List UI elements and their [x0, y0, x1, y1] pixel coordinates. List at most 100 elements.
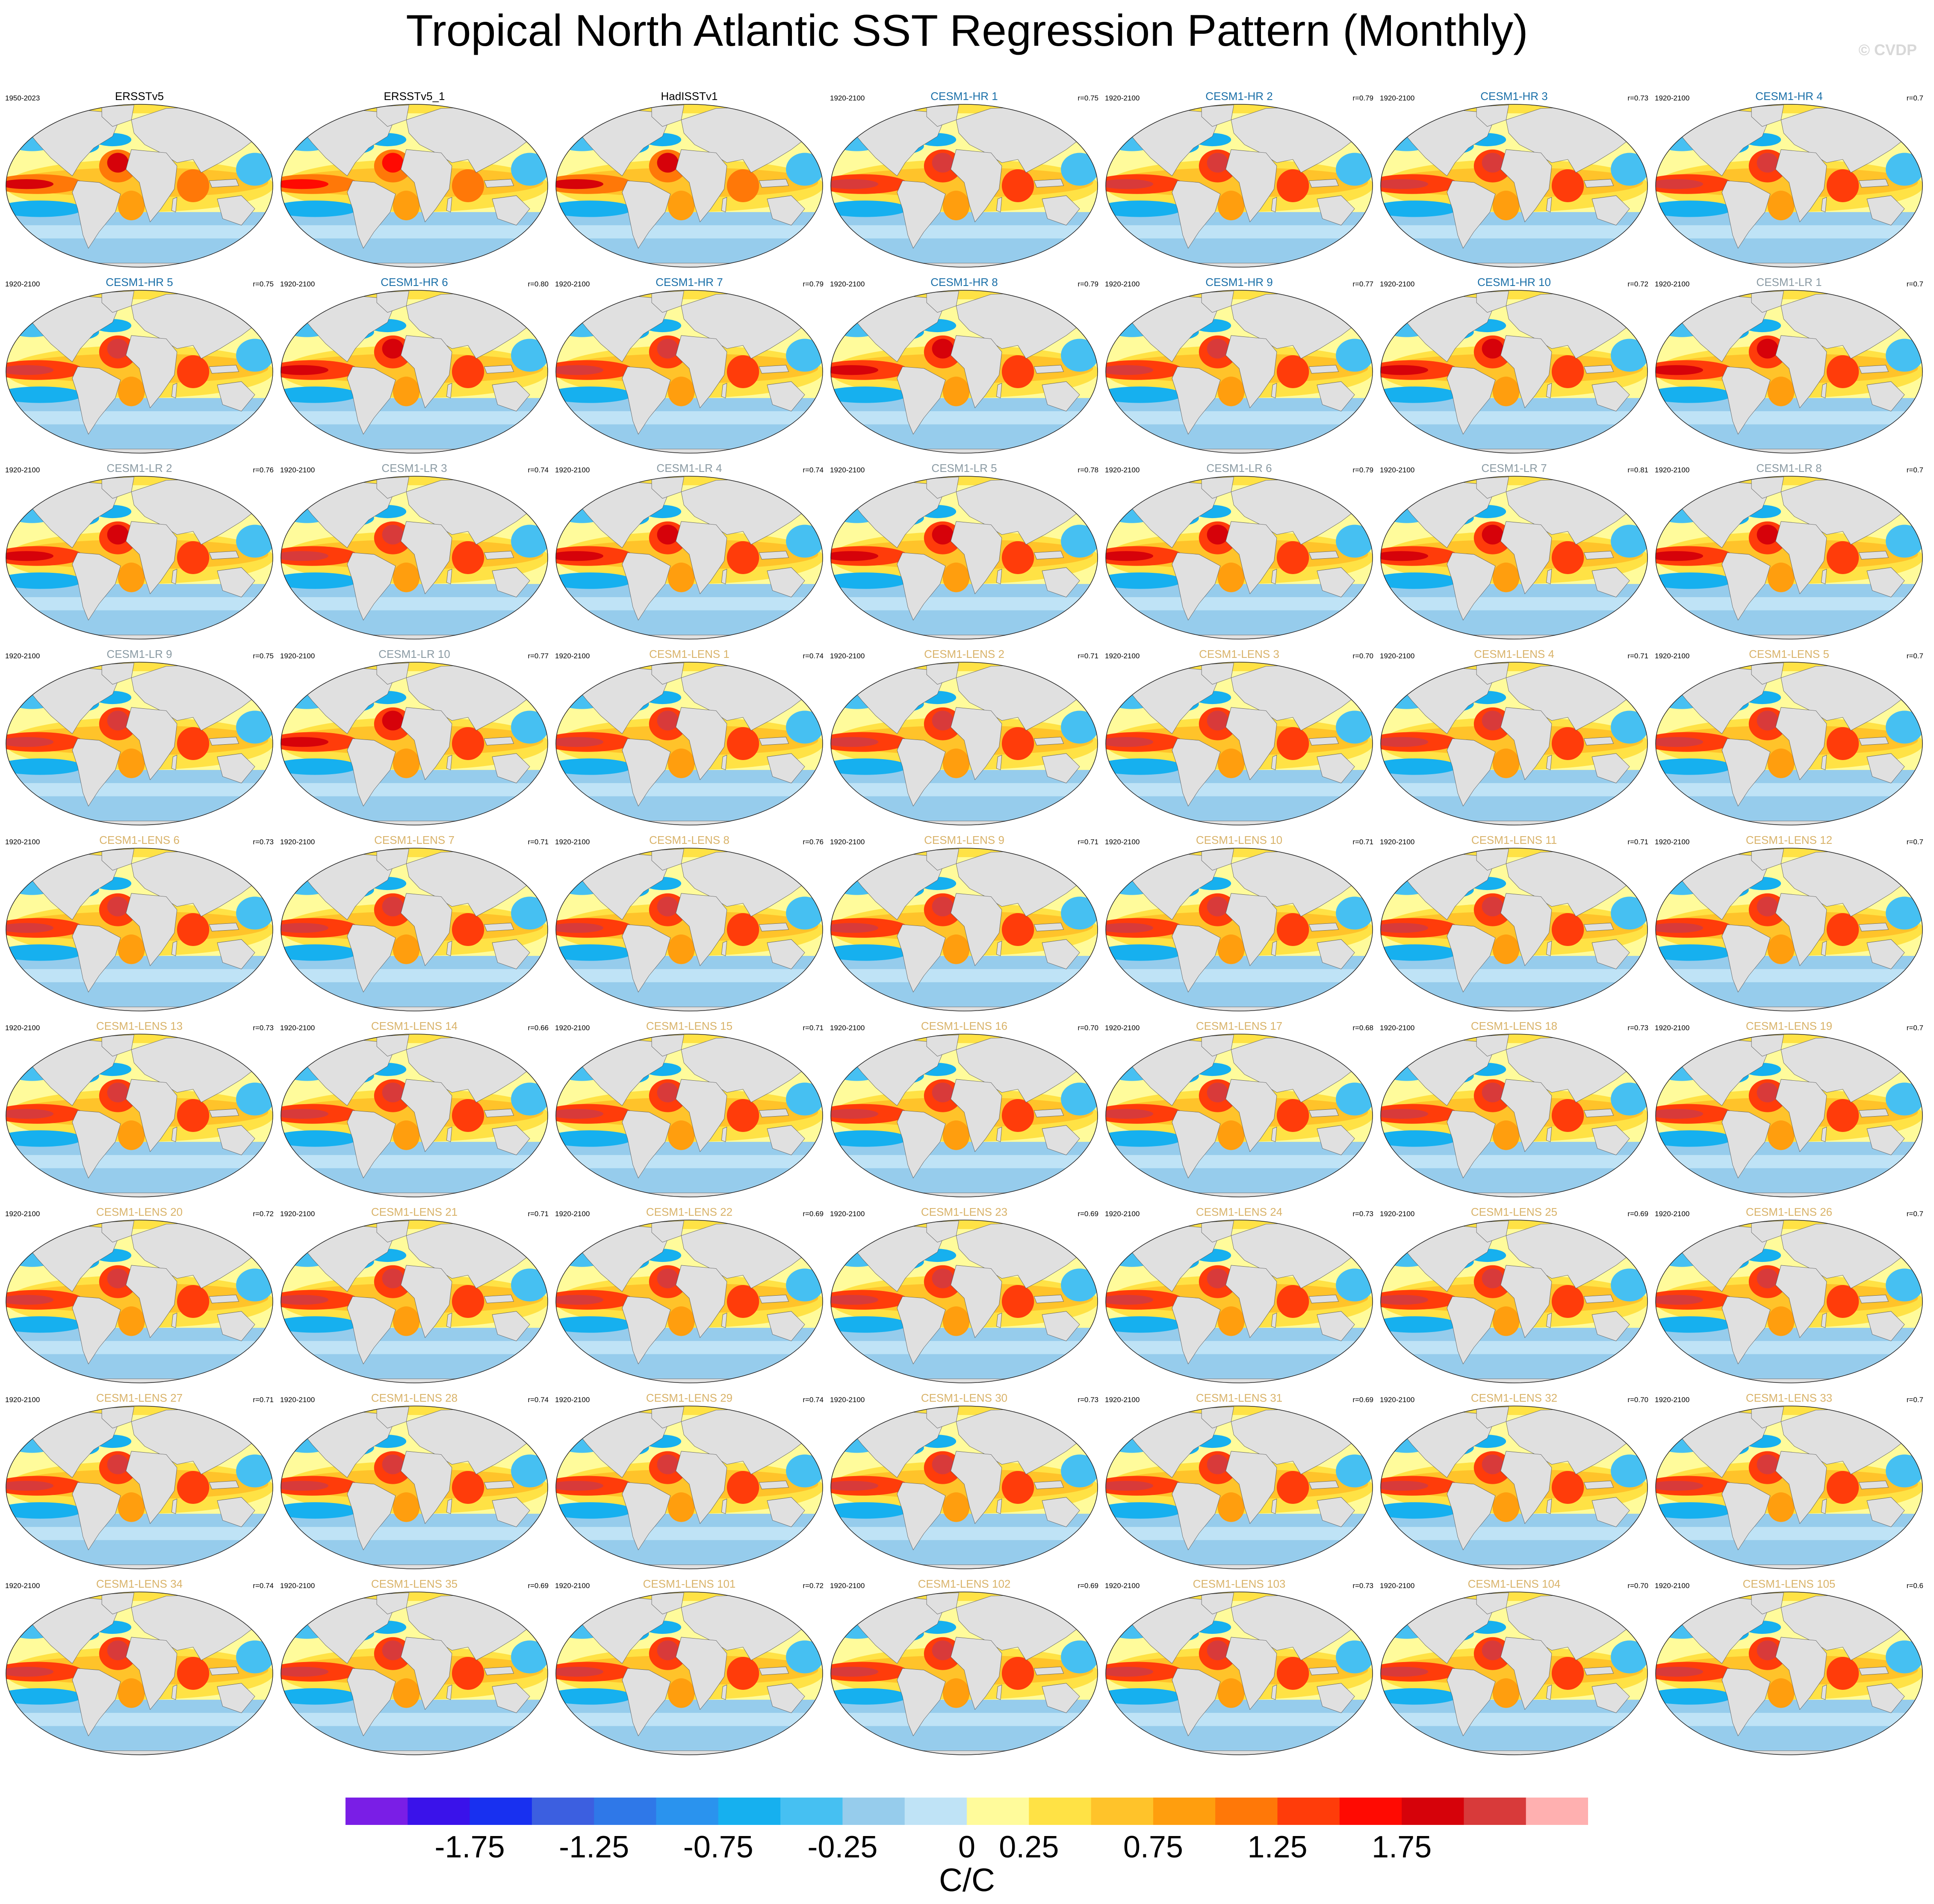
west-pacific-cool [1611, 710, 1648, 744]
land-madagascar [446, 755, 452, 770]
kuroshio-cool [799, 126, 816, 140]
west-pacific-cool [236, 525, 273, 558]
west-pacific-cool [1886, 1640, 1922, 1674]
map-frame [1380, 290, 1648, 454]
map-frame [1380, 1220, 1648, 1383]
land-greenland [101, 1035, 134, 1057]
indian-ocean-warm [1826, 169, 1859, 202]
panel-years: 1920-2100 [1655, 1396, 1690, 1404]
southern-ocean-band [6, 969, 273, 982]
land-madagascar [996, 1312, 1002, 1328]
south-pacific-cool [6, 1502, 83, 1519]
land-australia [492, 567, 530, 598]
tna-hot [1757, 1082, 1778, 1102]
west-pacific-cool [511, 339, 548, 372]
tna-hot [1757, 1640, 1778, 1660]
indian-ocean-warm [1551, 913, 1584, 946]
land-greenland [101, 477, 134, 499]
land-australia [1042, 195, 1080, 226]
west-pacific-cool [1886, 525, 1922, 558]
land-greenland [926, 105, 959, 127]
kuroshio-cool [1624, 1056, 1641, 1070]
arctic-band [1381, 1406, 1648, 1415]
south-atlantic-warm [1217, 191, 1245, 221]
panel-pattern-correlation: r=0.77 [1352, 280, 1373, 288]
sst-regression-map [1655, 1592, 1923, 1755]
south-pacific-cool [281, 1316, 358, 1333]
panel-title: CESM1-HR 1 [930, 90, 998, 103]
panel-title: CESM1-LENS 7 [374, 834, 455, 846]
kuroshio-cool [249, 870, 266, 884]
tna-hot [932, 710, 954, 731]
panel-pattern-correlation: r=0.79 [1352, 466, 1373, 474]
land-africa [1775, 707, 1827, 781]
indian-ocean-warm [1276, 1285, 1309, 1318]
land-southAmerica [1721, 1296, 1771, 1365]
land-australia [1042, 381, 1080, 412]
arctic-band [281, 476, 548, 486]
arctic-band [1106, 476, 1373, 486]
tna-hot [1482, 710, 1503, 731]
tna-hot [932, 1640, 954, 1660]
land-indonesia [759, 179, 789, 188]
land-australia [492, 1311, 530, 1341]
land-australia [767, 1125, 805, 1155]
colorbar-box-2 [407, 1798, 470, 1825]
map-panel-23: CESM1-LR 10 1920-2100 r=0.77 [280, 648, 549, 827]
land-australia [492, 1683, 530, 1713]
panel-pattern-correlation: r=0.69 [1078, 1582, 1098, 1590]
arctic-band [1106, 1406, 1373, 1415]
west-pacific-cool [1336, 896, 1373, 930]
panel-title: CESM1-LENS 24 [1196, 1205, 1283, 1218]
arctic-band [831, 848, 1098, 858]
panel-years: 1920-2100 [1105, 280, 1140, 288]
map-frame [555, 1406, 823, 1569]
indian-ocean-warm [177, 541, 210, 574]
tna-hot [382, 896, 404, 917]
land-madagascar [1546, 383, 1552, 398]
indian-ocean-warm [1001, 1471, 1034, 1504]
land-australia [1866, 195, 1905, 226]
south-pacific-cool [6, 1130, 83, 1147]
southern-ocean-band [1656, 1527, 1922, 1540]
west-pacific-cool [786, 896, 823, 930]
indian-ocean-warm [1001, 1657, 1034, 1690]
south-pacific-cool [1656, 944, 1733, 961]
east-pacific-hot [831, 179, 879, 189]
land-africa [1500, 1637, 1552, 1710]
arctic-band [1106, 1034, 1373, 1043]
panel-years: 1920-2100 [830, 1210, 865, 1218]
panel-years: 1920-2100 [830, 838, 865, 846]
south-pacific-cool [556, 1130, 633, 1147]
land-indonesia [209, 1294, 239, 1303]
west-pacific-cool [236, 1082, 273, 1116]
land-africa [951, 1265, 1002, 1338]
tna-hot [657, 1082, 679, 1102]
east-pacific-hot [831, 1109, 879, 1119]
west-pacific-cool [1061, 153, 1098, 186]
southern-ocean-band [556, 783, 823, 796]
east-pacific-hot [1656, 923, 1704, 933]
land-australia [767, 1683, 805, 1713]
west-pacific-cool [1886, 1082, 1922, 1116]
land-greenland [1201, 105, 1234, 127]
kuroshio-cool [799, 870, 816, 884]
colorbar-tick-8: 1.25 [1247, 1830, 1308, 1864]
colorbar-tick-6: 0.25 [999, 1830, 1059, 1864]
sst-regression-map [1655, 1220, 1923, 1383]
indian-ocean-warm [726, 355, 759, 388]
east-pacific-hot [6, 365, 54, 375]
land-madagascar [1546, 1498, 1552, 1514]
map-panel-55: CESM1-LENS 32 1920-2100 r=0.70 [1380, 1391, 1648, 1571]
panel-pattern-correlation: r=0.81 [1627, 466, 1648, 474]
panel-title: CESM1-LENS 11 [1471, 834, 1557, 846]
land-australia [1317, 567, 1355, 598]
tna-hot [382, 1454, 404, 1474]
southern-ocean-band [1656, 1712, 1922, 1726]
land-madagascar [721, 569, 727, 584]
land-madagascar [446, 383, 452, 398]
arctic-band [281, 1592, 548, 1601]
southern-ocean-band [1106, 225, 1373, 239]
south-pacific-cool [831, 200, 908, 217]
indian-ocean-warm [452, 1657, 484, 1690]
